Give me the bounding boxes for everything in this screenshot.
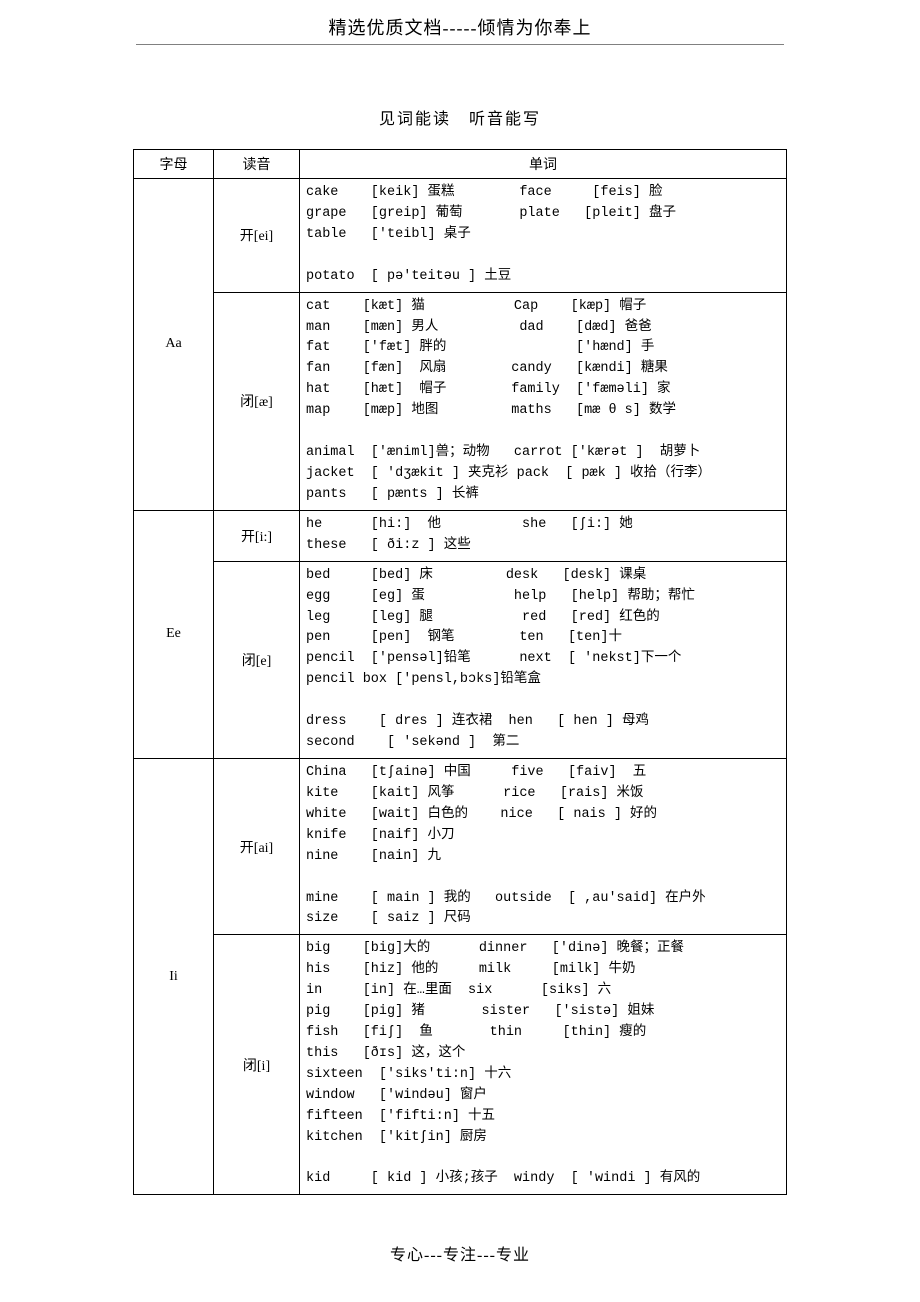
page-title: 见词能读 听音能写 [0,105,920,129]
letter-cell-ee: Ee [134,510,214,758]
sound-cell: 闭[e] [214,561,300,758]
table-header-row: 字母 读音 单词 [134,150,787,179]
sound-cell: 开[i:] [214,510,300,561]
phonics-table: 字母 读音 单词 Aa 开[ei] cake [keik] 蛋糕 face [f… [133,149,787,1195]
table-row: Ii 开[ai] China [tʃainə] 中国 five [faiv] 五… [134,758,787,934]
page-header: 精选优质文档-----倾情为你奉上 [0,10,920,42]
sound-cell: 开[ei] [214,179,300,293]
sound-cell: 闭[i] [214,935,300,1195]
table-row: Aa 开[ei] cake [keik] 蛋糕 face [feis] 脸 gr… [134,179,787,293]
words-cell: cake [keik] 蛋糕 face [feis] 脸 grape [grei… [300,179,787,293]
col-letter-header: 字母 [134,150,214,179]
words-cell: he [hi:] 他 she [ʃi:] 她 these [ ði:z ] 这些 [300,510,787,561]
col-words-header: 单词 [300,150,787,179]
letter-cell-ii: Ii [134,758,214,1194]
words-cell: bed [bed] 床 desk [desk] 课桌 egg [eg] 蛋 he… [300,561,787,758]
table-row: Ee 开[i:] he [hi:] 他 she [ʃi:] 她 these [ … [134,510,787,561]
letter-cell-aa: Aa [134,179,214,511]
sound-cell: 开[ai] [214,758,300,934]
title-right: 听音能写 [469,111,541,128]
table-row: 闭[e] bed [bed] 床 desk [desk] 课桌 egg [eg]… [134,561,787,758]
words-cell: big [big]大的 dinner ['dinə] 晚餐；正餐 his [hi… [300,935,787,1195]
title-left: 见词能读 [379,111,451,128]
words-cell: China [tʃainə] 中国 five [faiv] 五 kite [ka… [300,758,787,934]
page-footer: 专心---专注---专业 [0,1241,920,1265]
table-row: 闭[i] big [big]大的 dinner ['dinə] 晚餐；正餐 hi… [134,935,787,1195]
header-divider [136,44,784,45]
sound-cell: 闭[æ] [214,292,300,510]
table-row: 闭[æ] cat [kæt] 猫 Cap [kæp] 帽子 man [mæn] … [134,292,787,510]
col-sound-header: 读音 [214,150,300,179]
words-cell: cat [kæt] 猫 Cap [kæp] 帽子 man [mæn] 男人 da… [300,292,787,510]
